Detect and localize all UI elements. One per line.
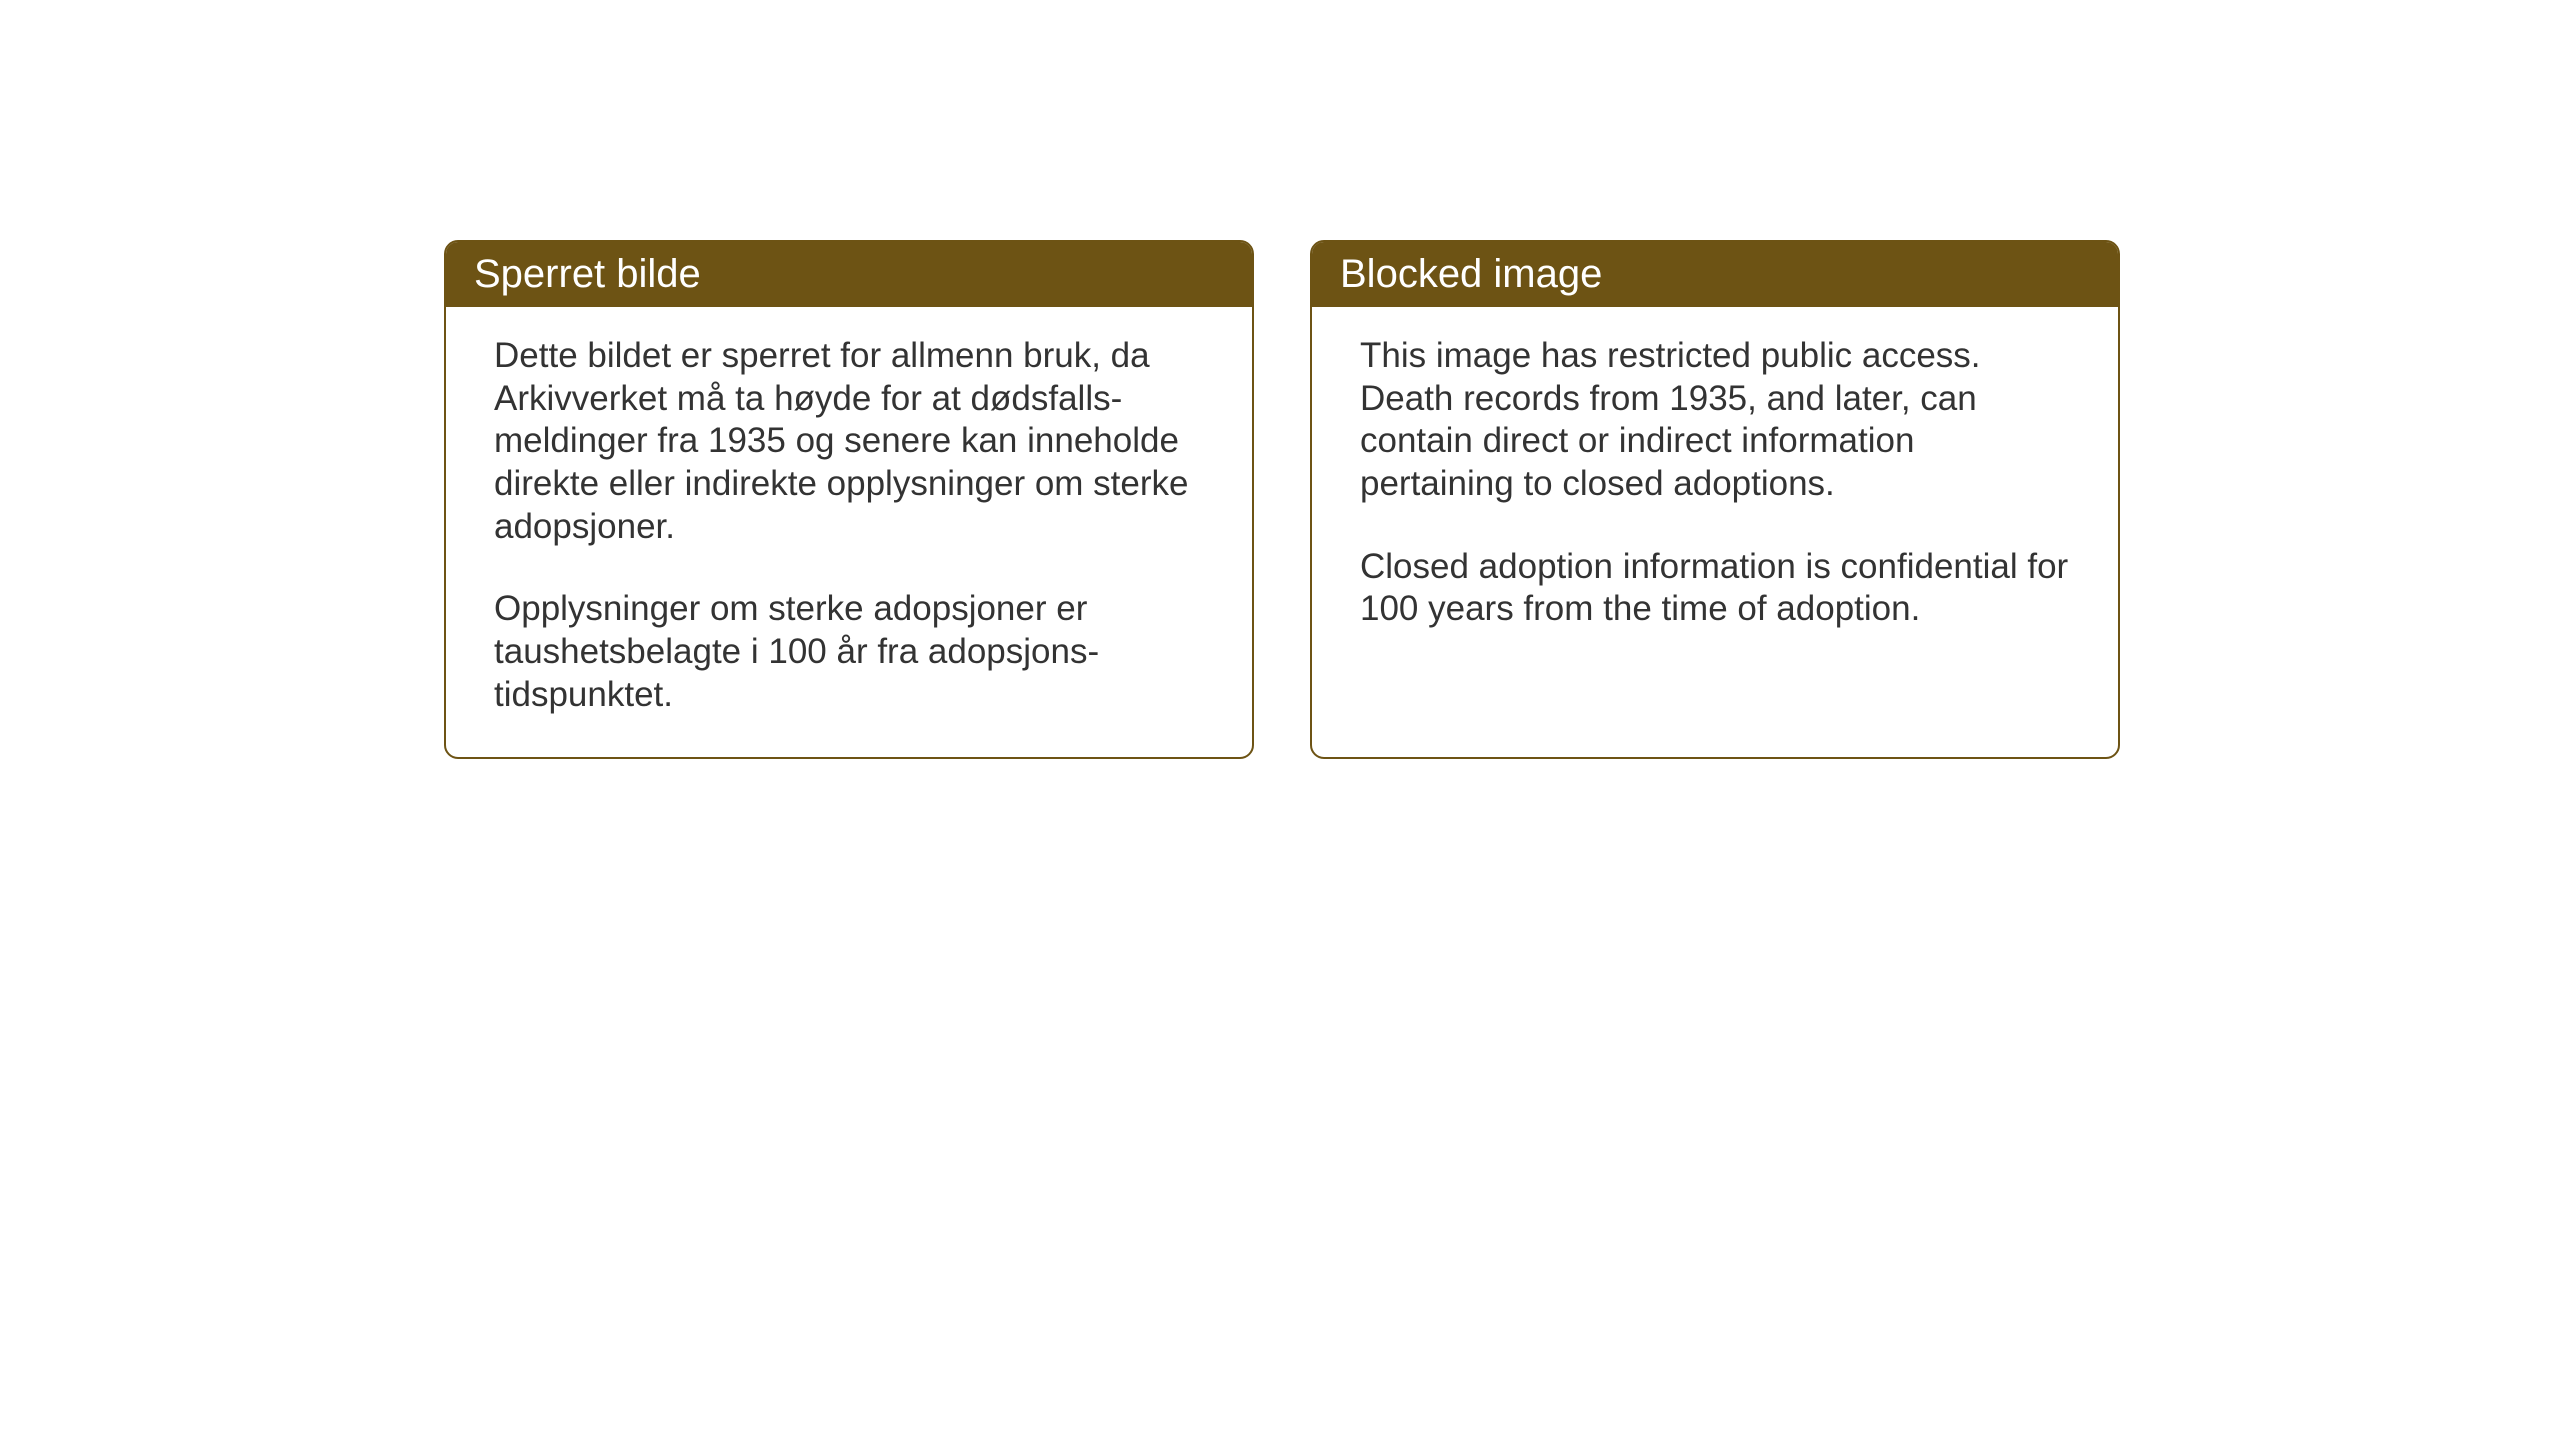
card-english: Blocked image This image has restricted … [1310,240,2120,759]
card-paragraph-2-norwegian: Opplysninger om sterke adopsjoner er tau… [494,588,1204,716]
card-header-norwegian: Sperret bilde [446,242,1252,307]
card-header-english: Blocked image [1312,242,2118,307]
cards-container: Sperret bilde Dette bildet er sperret fo… [444,240,2120,759]
card-body-norwegian: Dette bildet er sperret for allmenn bruk… [446,307,1252,757]
card-title-norwegian: Sperret bilde [474,252,701,296]
card-title-english: Blocked image [1340,252,1602,296]
card-paragraph-1-norwegian: Dette bildet er sperret for allmenn bruk… [494,335,1204,548]
card-body-english: This image has restricted public access.… [1312,307,2118,671]
card-paragraph-1-english: This image has restricted public access.… [1360,335,2070,506]
card-paragraph-2-english: Closed adoption information is confident… [1360,546,2070,631]
card-norwegian: Sperret bilde Dette bildet er sperret fo… [444,240,1254,759]
